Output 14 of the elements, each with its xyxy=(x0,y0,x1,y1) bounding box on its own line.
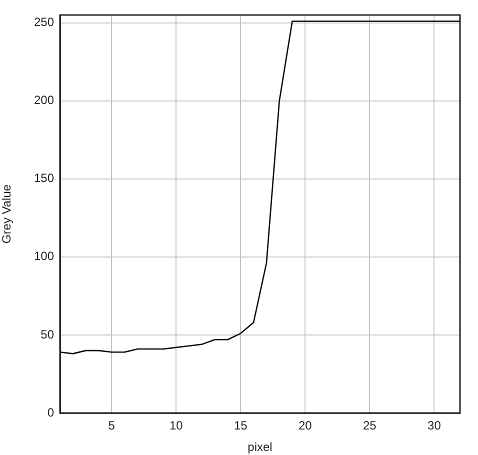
y-tick-label: 200 xyxy=(34,93,54,108)
x-axis-title: pixel xyxy=(248,440,272,454)
x-tick-label: 25 xyxy=(363,418,377,433)
x-tick-label: 20 xyxy=(298,418,312,433)
y-axis-title: Grey Value xyxy=(0,184,14,244)
y-tick-label: 100 xyxy=(34,249,54,264)
x-tick-label: 5 xyxy=(108,418,116,433)
x-tick-label: 15 xyxy=(234,418,248,433)
x-tick-label: 30 xyxy=(428,418,442,433)
y-tick-label: 0 xyxy=(47,405,54,420)
x-tick-label: 10 xyxy=(169,418,184,433)
y-tick-label: 250 xyxy=(34,15,54,30)
y-tick-label: 50 xyxy=(40,327,54,342)
y-tick-label: 150 xyxy=(34,171,54,186)
